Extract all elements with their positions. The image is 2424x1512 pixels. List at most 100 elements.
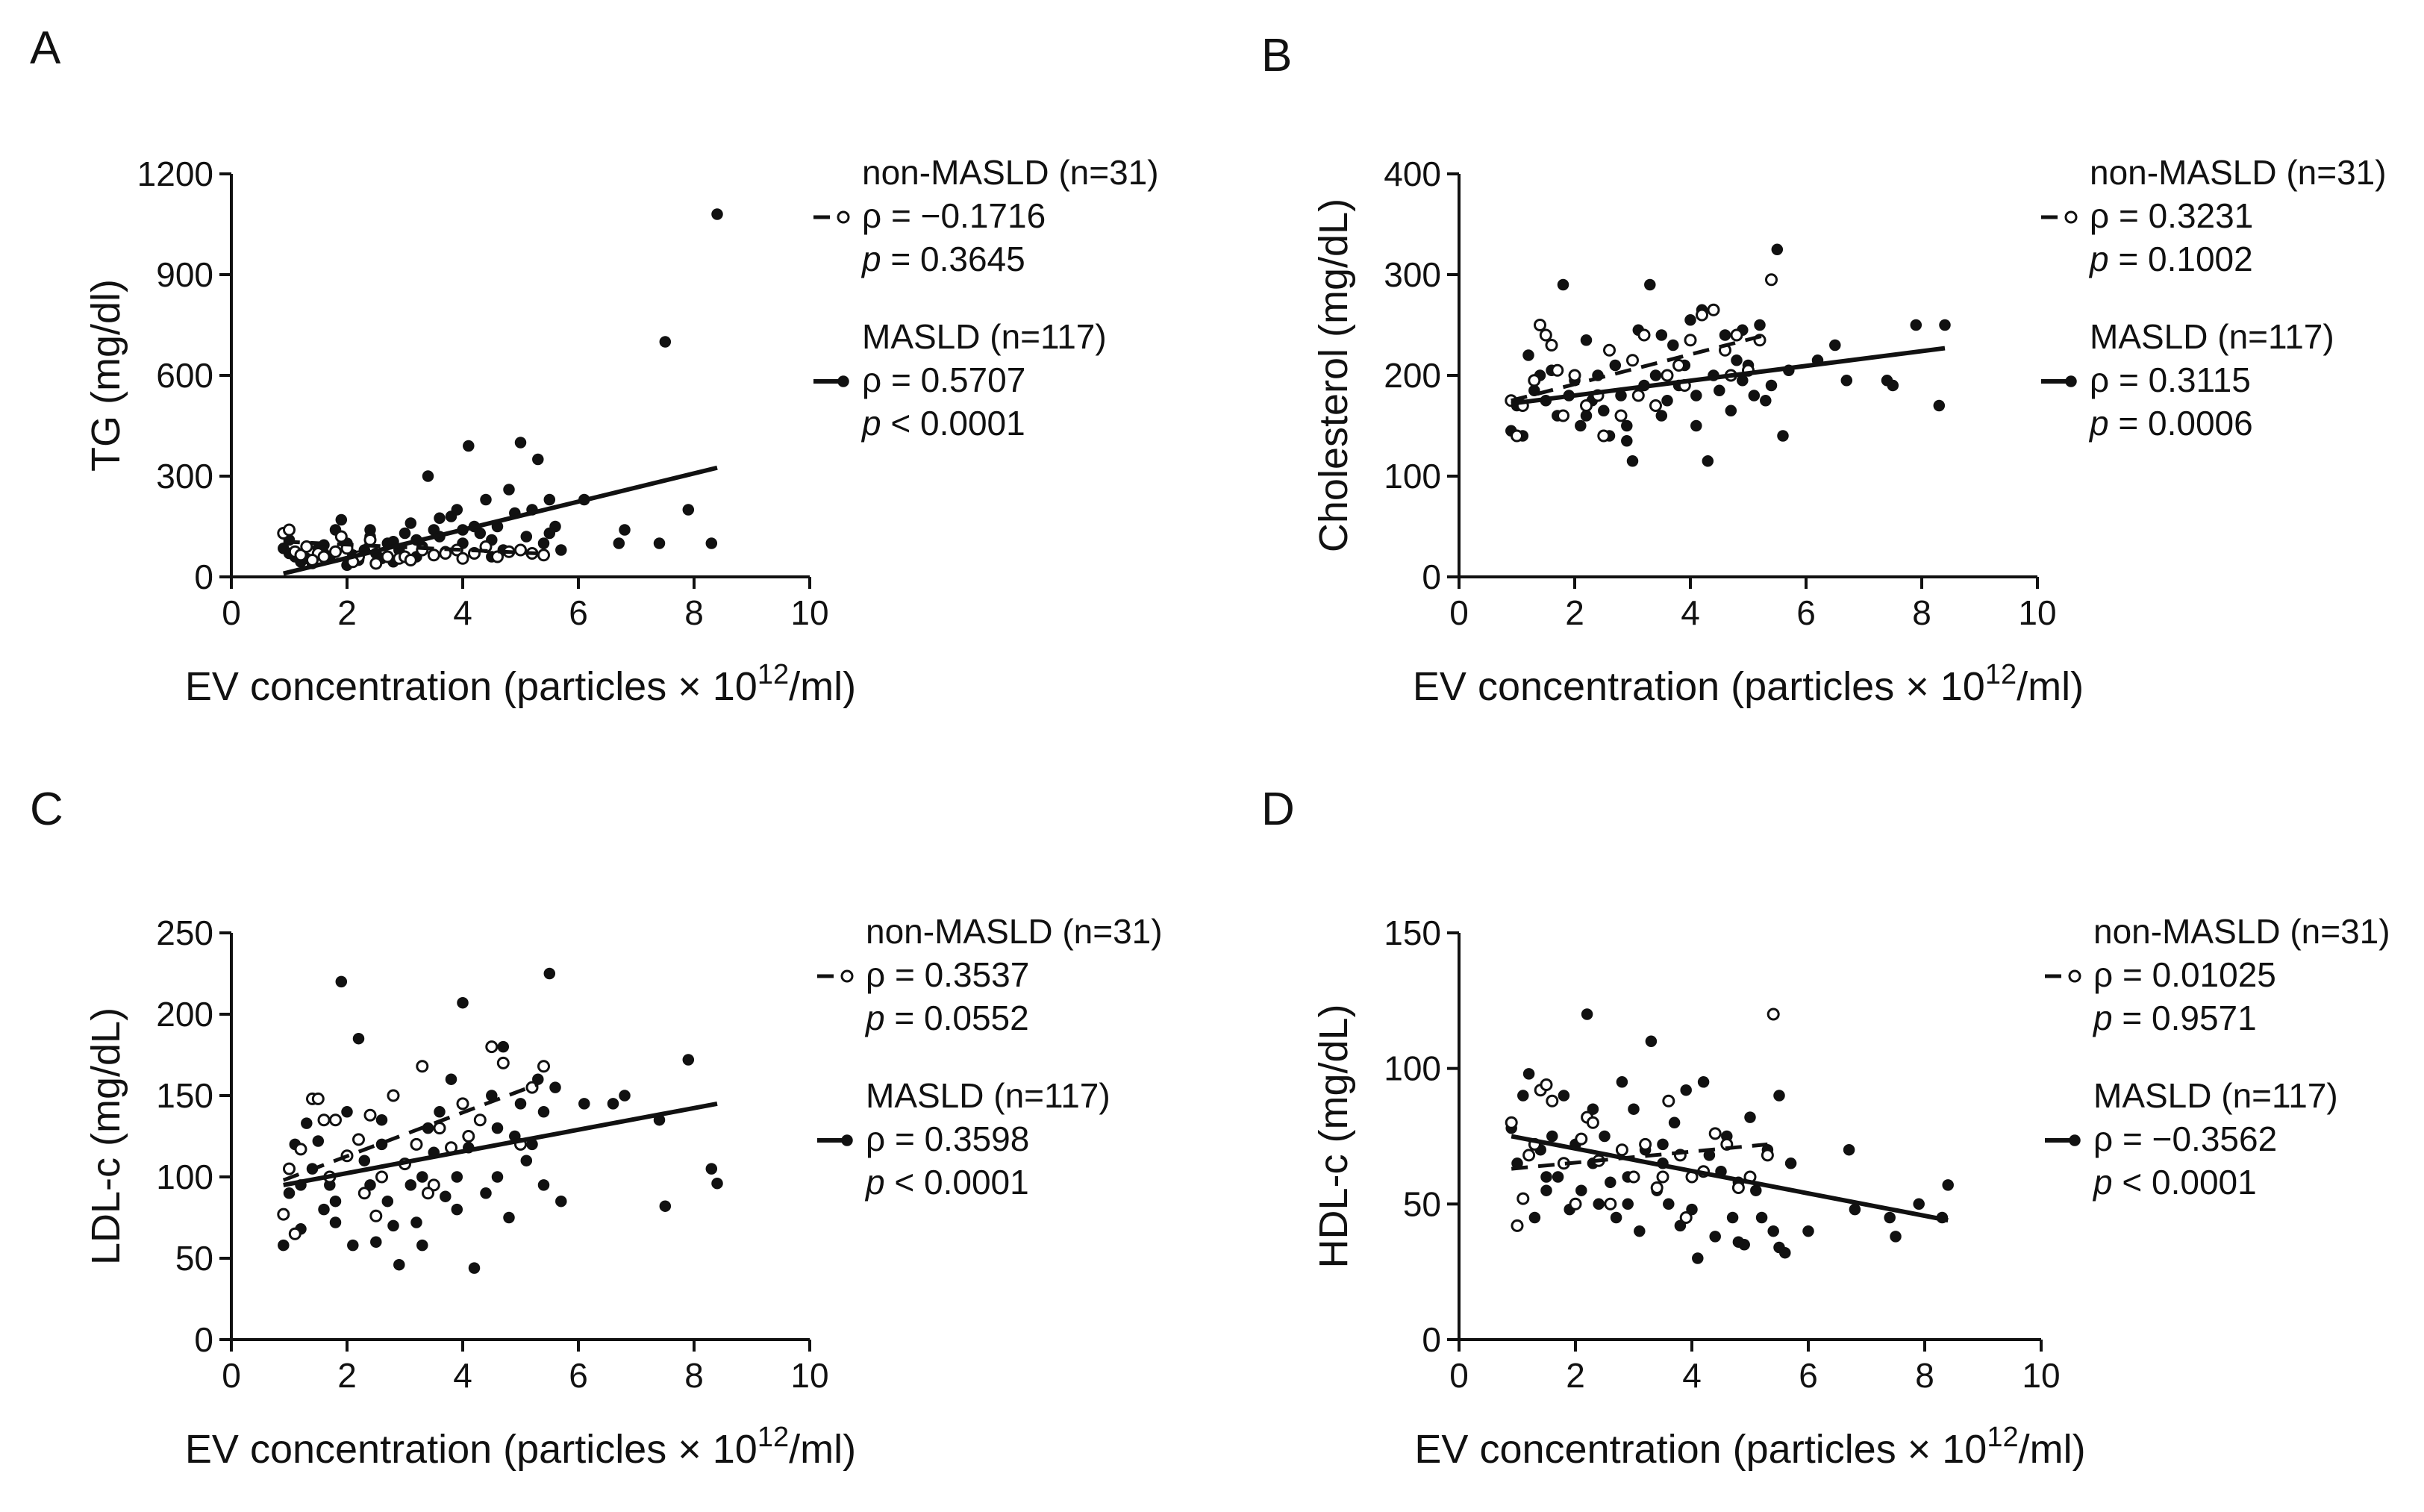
point-non-masld bbox=[1534, 319, 1546, 331]
point-non-masld bbox=[1603, 343, 1616, 357]
legend-rho-masld: ρ = 0.5707 bbox=[862, 360, 1025, 399]
point-masld bbox=[653, 537, 666, 549]
legend-d: non-MASLD (n=31) ρ = 0.01025 p = 0.9571 MAS… bbox=[2045, 912, 2390, 1202]
point-masld bbox=[364, 1179, 376, 1191]
y-axis-title: LDL-c (mg/dL) bbox=[84, 1008, 128, 1265]
legend-p-value: < 0.0001 bbox=[885, 1163, 1029, 1202]
point-non-masld bbox=[427, 549, 440, 562]
x-axis-title: EV concentration (particles × 1012/ml) bbox=[185, 1422, 856, 1472]
point-non-masld bbox=[1511, 429, 1523, 443]
point-masld bbox=[1528, 1211, 1541, 1224]
point-non-masld bbox=[300, 540, 313, 553]
point-non-masld bbox=[1637, 328, 1651, 342]
x-tick-label: 0 bbox=[1449, 1356, 1469, 1395]
point-non-masld bbox=[537, 1060, 550, 1073]
point-masld bbox=[480, 1187, 492, 1199]
point-non-masld bbox=[422, 1187, 434, 1200]
legend-p-value: = 0.9571 bbox=[2113, 999, 2257, 1037]
point-non-masld bbox=[1631, 389, 1645, 402]
legend-c: non-MASLD (n=31) ρ = 0.3537 p = 0.0552 MASL… bbox=[817, 912, 1163, 1202]
legend-p-symbol: p bbox=[860, 240, 881, 278]
point-non-masld bbox=[416, 1060, 429, 1073]
point-masld bbox=[1910, 319, 1922, 331]
point-masld bbox=[520, 531, 533, 543]
legend-p-symbol: p bbox=[860, 404, 881, 443]
point-masld bbox=[364, 524, 376, 536]
point-masld bbox=[1913, 1198, 1925, 1210]
point-masld bbox=[1581, 1008, 1593, 1020]
x-tick-label: 6 bbox=[569, 593, 588, 632]
point-masld bbox=[543, 527, 556, 540]
point-non-masld bbox=[1516, 1192, 1530, 1205]
panel-c: C 0 50 100 150 200 250 0 2 4 6 8 10 LDL-c (mg/dL) EV c… bbox=[30, 784, 1163, 1472]
point-masld bbox=[555, 1195, 567, 1208]
panel-label-d: D bbox=[1261, 784, 1295, 835]
point-masld bbox=[1557, 278, 1569, 291]
point-masld bbox=[543, 493, 556, 506]
point-non-masld bbox=[404, 554, 417, 566]
point-non-masld bbox=[1707, 303, 1720, 316]
panel-d: D 0 50 100 150 0 2 4 6 8 10 HDL-c (mg/dL) EV concent… bbox=[1261, 784, 2390, 1472]
point-masld bbox=[491, 1171, 504, 1183]
point-masld bbox=[682, 1054, 695, 1066]
x-axis-title-main: EV concentration (particles × 10 bbox=[1413, 664, 1985, 709]
point-non-masld bbox=[1730, 328, 1743, 342]
legend-title-masld: MASLD (n=117) bbox=[862, 317, 1107, 356]
point-masld bbox=[381, 1195, 394, 1208]
point-non-masld bbox=[317, 550, 331, 563]
fit-line-non-masld bbox=[283, 540, 538, 555]
point-masld bbox=[445, 1073, 457, 1085]
point-masld bbox=[613, 537, 625, 549]
point-non-masld bbox=[1615, 1143, 1628, 1157]
legend-marker-masld bbox=[841, 1134, 853, 1146]
point-masld bbox=[1558, 1090, 1570, 1102]
point-masld bbox=[1748, 390, 1761, 402]
point-masld bbox=[404, 517, 417, 529]
legend-p-symbol: p bbox=[2092, 999, 2113, 1037]
point-non-masld bbox=[491, 550, 504, 563]
y-tick-label: 50 bbox=[1403, 1184, 1441, 1223]
fit-line-non-masld bbox=[1511, 333, 1767, 403]
point-non-masld bbox=[1586, 1116, 1599, 1129]
point-non-masld bbox=[1540, 1078, 1553, 1091]
point-masld bbox=[1843, 1143, 1855, 1156]
point-masld bbox=[1522, 1068, 1535, 1080]
point-masld bbox=[1644, 278, 1656, 291]
y-axis-title: TG (mg/dl) bbox=[84, 279, 128, 472]
point-masld bbox=[329, 1216, 342, 1228]
point-non-masld bbox=[334, 530, 348, 543]
point-masld bbox=[1616, 1076, 1628, 1088]
x-tick-label: 4 bbox=[453, 1356, 472, 1395]
point-masld bbox=[440, 1190, 452, 1202]
point-non-masld bbox=[1696, 308, 1708, 322]
point-masld bbox=[1744, 1111, 1756, 1123]
point-masld bbox=[520, 1155, 533, 1166]
legend-p-symbol: p bbox=[2088, 240, 2109, 278]
point-non-masld bbox=[410, 1137, 423, 1151]
x-tick-label: 2 bbox=[1566, 1356, 1585, 1395]
point-non-masld bbox=[1662, 1094, 1675, 1108]
legend-title-non-masld: non-MASLD (n=31) bbox=[866, 912, 1163, 951]
point-masld bbox=[1621, 435, 1633, 447]
point-masld bbox=[1599, 1130, 1611, 1143]
point-masld bbox=[1645, 1035, 1658, 1048]
point-non-masld bbox=[1604, 1197, 1617, 1210]
point-masld bbox=[1890, 1231, 1902, 1243]
point-masld bbox=[1692, 1252, 1704, 1264]
point-masld bbox=[1771, 243, 1784, 256]
point-masld bbox=[1621, 419, 1633, 432]
point-masld bbox=[497, 1040, 510, 1053]
point-masld bbox=[1750, 1184, 1762, 1196]
point-masld bbox=[451, 1203, 463, 1216]
x-tick-label: 0 bbox=[222, 593, 241, 632]
point-masld bbox=[607, 1098, 619, 1110]
point-masld bbox=[1933, 399, 1946, 412]
x-tick-label: 2 bbox=[337, 593, 357, 632]
point-masld bbox=[537, 537, 550, 549]
legend-p-non-masld: p = 0.9571 bbox=[2092, 999, 2257, 1037]
point-masld bbox=[503, 484, 515, 496]
legend-p-symbol: p bbox=[2088, 404, 2109, 443]
point-masld bbox=[1540, 1171, 1552, 1183]
point-non-masld bbox=[387, 1089, 400, 1102]
point-masld bbox=[1626, 455, 1639, 467]
